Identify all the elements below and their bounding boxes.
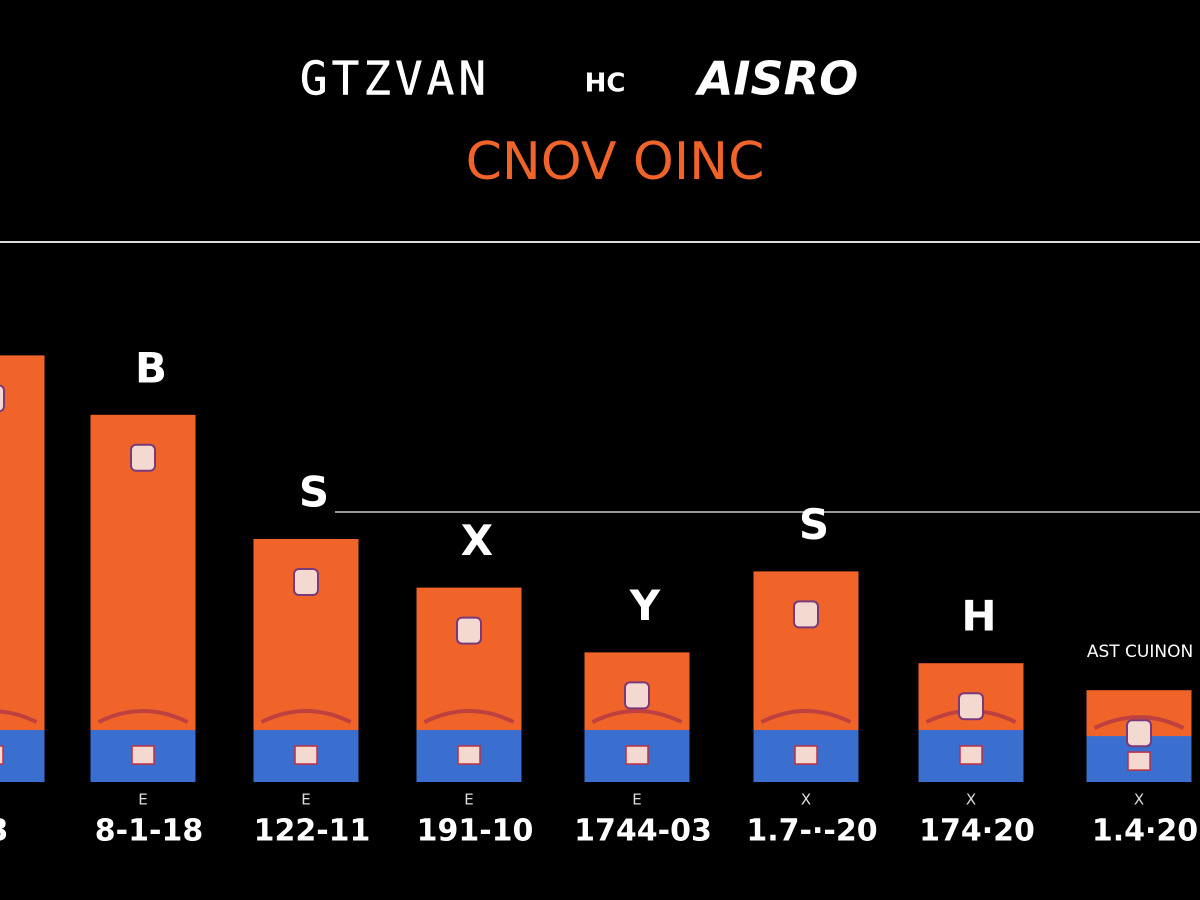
bar-emblem — [624, 681, 650, 710]
bar-letter: S — [799, 500, 829, 549]
band-emblem — [959, 745, 983, 765]
band-emblem — [1127, 751, 1151, 771]
bar-fold — [97, 709, 189, 724]
band-emblem — [0, 745, 4, 765]
bar-emblem — [130, 443, 156, 472]
bar-fold — [0, 709, 38, 724]
x-sublabel: X — [966, 791, 976, 809]
annotation: AST CUINON — [1087, 642, 1193, 662]
x-tick-label: 191-10 — [417, 814, 534, 849]
bar-fold — [591, 709, 683, 724]
x-sublabel: E — [464, 791, 473, 809]
x-tick-label: 1.7-·-20 — [746, 814, 877, 849]
x-tick-label: 174·20 — [919, 814, 1035, 849]
bar-fold — [260, 709, 352, 724]
bar — [90, 414, 196, 782]
bar-letter: B — [135, 343, 167, 392]
bar-emblem — [1126, 719, 1152, 748]
bar-emblem — [0, 384, 5, 413]
x-tick-label: 8-1-18 — [95, 814, 203, 849]
band-emblem — [625, 745, 649, 765]
bar-fold — [1093, 715, 1185, 730]
title-right: AISRO — [695, 52, 858, 106]
bar-emblem — [958, 692, 984, 721]
band-emblem — [294, 745, 318, 765]
bar-emblem — [293, 568, 319, 596]
bar-fold — [760, 709, 852, 724]
x-sublabel: E — [301, 791, 310, 809]
bar-fold — [423, 709, 515, 724]
x-tick-label: 122-11 — [254, 814, 371, 849]
x-tick-label: 3 — [0, 814, 8, 849]
chart-subtitle: CNOV OINC — [466, 132, 765, 192]
x-tick-label: 1744-03 — [574, 814, 712, 849]
bar-letter: H — [961, 592, 996, 641]
title-middle: HC — [585, 69, 626, 99]
band-emblem — [457, 745, 481, 765]
band-emblem — [794, 745, 818, 765]
x-sublabel: X — [1134, 791, 1144, 809]
bar-letter: S — [299, 468, 329, 517]
bar-emblem — [793, 600, 819, 629]
bar-letter: X — [461, 516, 493, 565]
band-emblem — [131, 745, 155, 765]
x-sublabel: X — [801, 791, 811, 809]
x-sublabel: E — [632, 791, 641, 809]
bar-band — [0, 730, 45, 782]
x-sublabel: E — [138, 791, 147, 809]
bar-letter: Y — [629, 581, 661, 630]
bar-emblem — [456, 616, 482, 645]
chart-title: GTZVAN — [300, 52, 490, 106]
x-tick-label: 1.4·20 — [1092, 814, 1198, 849]
